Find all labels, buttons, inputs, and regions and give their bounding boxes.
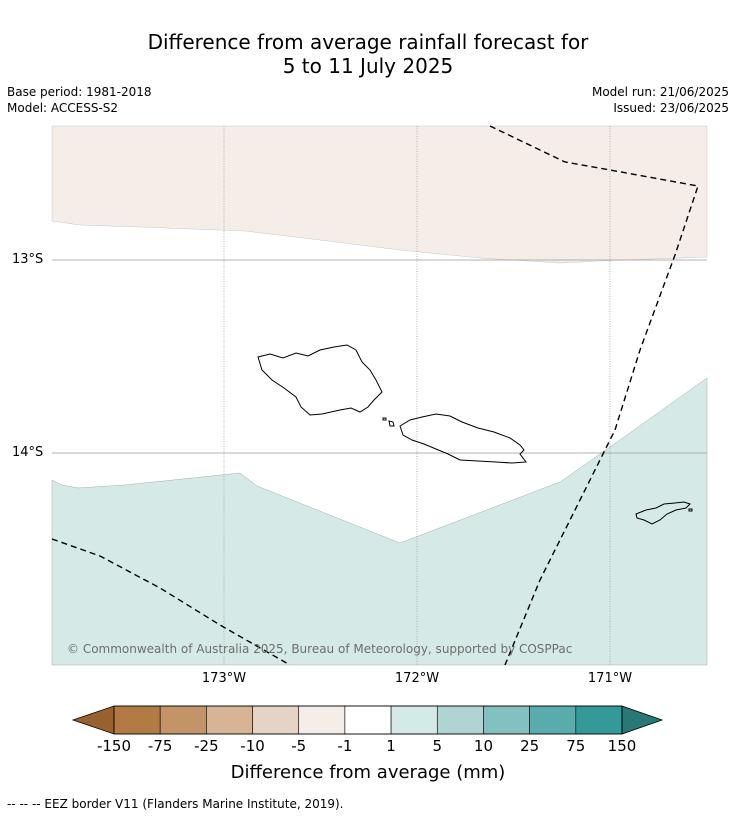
eez-borders (51, 125, 699, 666)
issued-text: Issued: 23/06/2025 (613, 101, 729, 115)
colorbar-extend-right (621, 705, 664, 735)
colorbar-segment (298, 705, 346, 735)
aunuu-islet (688, 508, 693, 512)
model-text: Model: ACCESS-S2 (7, 101, 119, 115)
title-line-2: 5 to 11 July 2025 (282, 54, 454, 78)
colorbar-segment (390, 705, 438, 735)
colorbar-segment (575, 705, 623, 735)
colorbar-frame (113, 705, 623, 735)
colorbar-label: Difference from average (mm) (230, 762, 506, 783)
lon-label-172w: 172°W (394, 671, 440, 686)
colorbar-segments (113, 705, 623, 735)
colorbar-tick-label: 1 (386, 737, 396, 755)
colorbar-tick-label: -5 (291, 737, 307, 755)
colorbar-tick-label: -1 (337, 737, 353, 755)
colorbar-tick-label: -150 (96, 737, 132, 755)
eez-footnote: -- -- -- EEZ border V11 (Flanders Marine… (7, 797, 344, 811)
graticule (52, 126, 707, 665)
lat-label-14s: 14°S (12, 445, 44, 460)
colorbar-segment (436, 705, 484, 735)
colorbar-segment (252, 705, 300, 735)
meta-left: Base period: 1981-2018 Model: ACCESS-S2 (7, 84, 152, 116)
model-run-text: Model run: 21/06/2025 (591, 85, 729, 99)
copyright-text: © Commonwealth of Australia 2025, Bureau… (67, 642, 573, 656)
lon-label-171w: 171°W (587, 671, 633, 686)
eez-border-north (489, 125, 699, 666)
colorbar-segment (206, 705, 253, 735)
colorbar-tick-label: 25 (520, 737, 540, 755)
manono-islet (388, 420, 395, 427)
colorbar-extend-left (71, 705, 115, 735)
tutuila-island (635, 501, 691, 525)
colorbar (71, 705, 664, 735)
colorbar-tick-label: 5 (432, 737, 443, 755)
colorbar-segment (483, 705, 530, 735)
colorbar-tick-label: -25 (194, 737, 219, 755)
chart-title: Difference from average rainfall forecas… (0, 30, 736, 78)
lat-label-13s: 13°S (12, 252, 44, 267)
lon-label-173w: 173°W (201, 671, 247, 686)
colorbar-tick-label: 10 (473, 737, 493, 755)
colorbar-tick-label: -10 (240, 737, 265, 755)
colorbar-tick-label: -75 (147, 737, 173, 755)
apolima-islet (382, 417, 387, 421)
savaii-island (257, 344, 383, 416)
colorbar-segment (159, 705, 207, 735)
upolu-island (399, 413, 527, 464)
colorbar-segment (113, 705, 161, 735)
colorbar-tick-label: 75 (566, 737, 586, 755)
colorbar-segment (529, 705, 577, 735)
wet-anomaly-region (51, 377, 708, 666)
colorbar-segment (344, 705, 392, 735)
eez-border-southwest (51, 538, 291, 666)
dry-anomaly-region (51, 125, 708, 264)
meta-right: Model run: 21/06/2025 Issued: 23/06/2025 (592, 84, 729, 116)
title-line-1: Difference from average rainfall forecas… (147, 30, 589, 54)
colorbar-tick-label: 150 (607, 737, 637, 755)
base-period-text: Base period: 1981-2018 (7, 85, 152, 99)
